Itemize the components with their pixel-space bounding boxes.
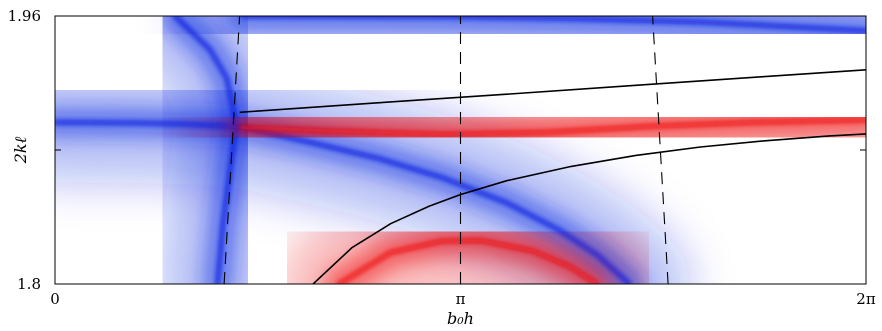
y-tick-label-min: 1.8	[17, 275, 41, 293]
x-tick-label-pi: π	[456, 290, 466, 308]
dashed-line-0	[223, 16, 241, 284]
y-axis-label: 2kℓ	[11, 136, 30, 164]
solid-curve-0	[239, 69, 866, 114]
ridge-core-1	[55, 120, 632, 284]
x-tick-label-0: 0	[50, 290, 60, 308]
dashed-line-2	[652, 16, 669, 284]
heatmap-ridges	[55, 16, 866, 284]
solid-curve-1	[312, 133, 866, 284]
ridge-core-3	[240, 117, 866, 137]
overlay-lines	[223, 16, 866, 284]
y-tick-label-max: 1.96	[8, 7, 41, 25]
ridge-core-4	[337, 238, 600, 284]
x-tick-label-2pi: 2π	[856, 290, 876, 308]
plot-area	[55, 16, 866, 284]
x-axis-label: b₀h	[447, 309, 474, 328]
axis-ticks	[54, 15, 867, 285]
